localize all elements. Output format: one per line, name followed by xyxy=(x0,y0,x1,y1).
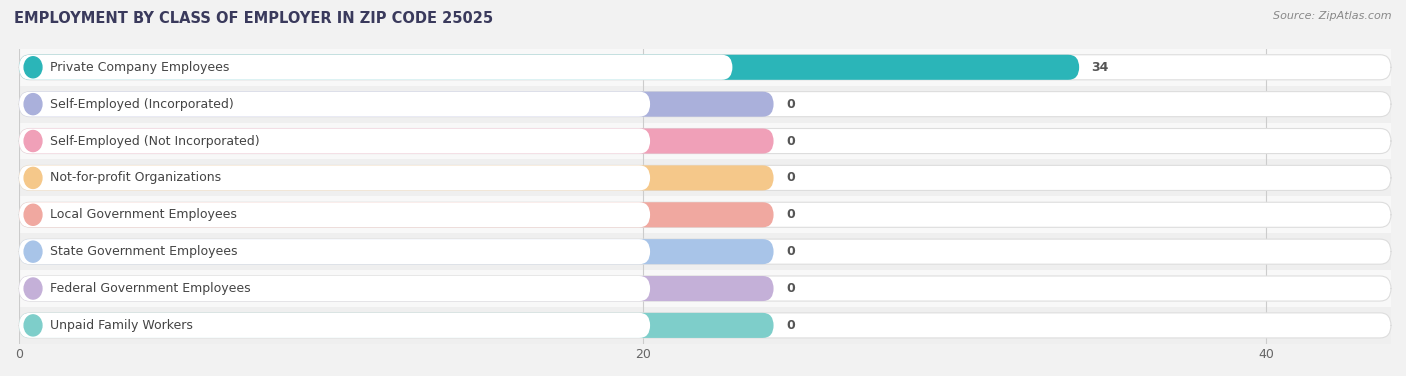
Text: Source: ZipAtlas.com: Source: ZipAtlas.com xyxy=(1274,11,1392,21)
FancyBboxPatch shape xyxy=(20,55,1391,80)
Text: Local Government Employees: Local Government Employees xyxy=(51,208,238,221)
FancyBboxPatch shape xyxy=(20,239,650,264)
Bar xyxy=(20,196,1391,233)
FancyBboxPatch shape xyxy=(20,202,650,227)
FancyBboxPatch shape xyxy=(20,239,773,264)
Text: Not-for-profit Organizations: Not-for-profit Organizations xyxy=(51,171,221,184)
FancyBboxPatch shape xyxy=(20,129,650,153)
FancyBboxPatch shape xyxy=(20,313,1391,338)
Circle shape xyxy=(24,241,42,262)
Bar xyxy=(20,123,1391,159)
FancyBboxPatch shape xyxy=(20,129,1391,153)
FancyBboxPatch shape xyxy=(20,55,733,80)
Circle shape xyxy=(24,204,42,225)
Text: 34: 34 xyxy=(1091,61,1109,74)
Text: 0: 0 xyxy=(786,245,794,258)
Text: 0: 0 xyxy=(786,208,794,221)
FancyBboxPatch shape xyxy=(20,276,1391,301)
FancyBboxPatch shape xyxy=(20,276,650,301)
Text: 0: 0 xyxy=(786,282,794,295)
FancyBboxPatch shape xyxy=(20,313,650,338)
Text: 0: 0 xyxy=(786,319,794,332)
Circle shape xyxy=(24,130,42,152)
Bar xyxy=(20,233,1391,270)
Bar xyxy=(20,307,1391,344)
Text: 0: 0 xyxy=(786,98,794,111)
FancyBboxPatch shape xyxy=(20,165,1391,190)
FancyBboxPatch shape xyxy=(20,92,773,117)
FancyBboxPatch shape xyxy=(20,55,1080,80)
Text: 0: 0 xyxy=(786,135,794,147)
FancyBboxPatch shape xyxy=(20,202,1391,227)
Text: State Government Employees: State Government Employees xyxy=(51,245,238,258)
Circle shape xyxy=(24,167,42,188)
FancyBboxPatch shape xyxy=(20,239,1391,264)
Bar xyxy=(20,270,1391,307)
Text: Federal Government Employees: Federal Government Employees xyxy=(51,282,250,295)
Text: 0: 0 xyxy=(786,171,794,184)
FancyBboxPatch shape xyxy=(20,165,650,190)
Circle shape xyxy=(24,278,42,299)
Circle shape xyxy=(24,57,42,78)
Bar xyxy=(20,86,1391,123)
FancyBboxPatch shape xyxy=(20,202,773,227)
FancyBboxPatch shape xyxy=(20,165,773,190)
FancyBboxPatch shape xyxy=(20,92,1391,117)
Bar xyxy=(20,49,1391,86)
Circle shape xyxy=(24,315,42,336)
Text: Self-Employed (Not Incorporated): Self-Employed (Not Incorporated) xyxy=(51,135,260,147)
FancyBboxPatch shape xyxy=(20,92,650,117)
FancyBboxPatch shape xyxy=(20,129,773,153)
Circle shape xyxy=(24,94,42,115)
FancyBboxPatch shape xyxy=(20,313,773,338)
Text: Private Company Employees: Private Company Employees xyxy=(51,61,229,74)
FancyBboxPatch shape xyxy=(20,276,773,301)
Text: Unpaid Family Workers: Unpaid Family Workers xyxy=(51,319,193,332)
Bar xyxy=(20,159,1391,196)
Text: EMPLOYMENT BY CLASS OF EMPLOYER IN ZIP CODE 25025: EMPLOYMENT BY CLASS OF EMPLOYER IN ZIP C… xyxy=(14,11,494,26)
Text: Self-Employed (Incorporated): Self-Employed (Incorporated) xyxy=(51,98,233,111)
